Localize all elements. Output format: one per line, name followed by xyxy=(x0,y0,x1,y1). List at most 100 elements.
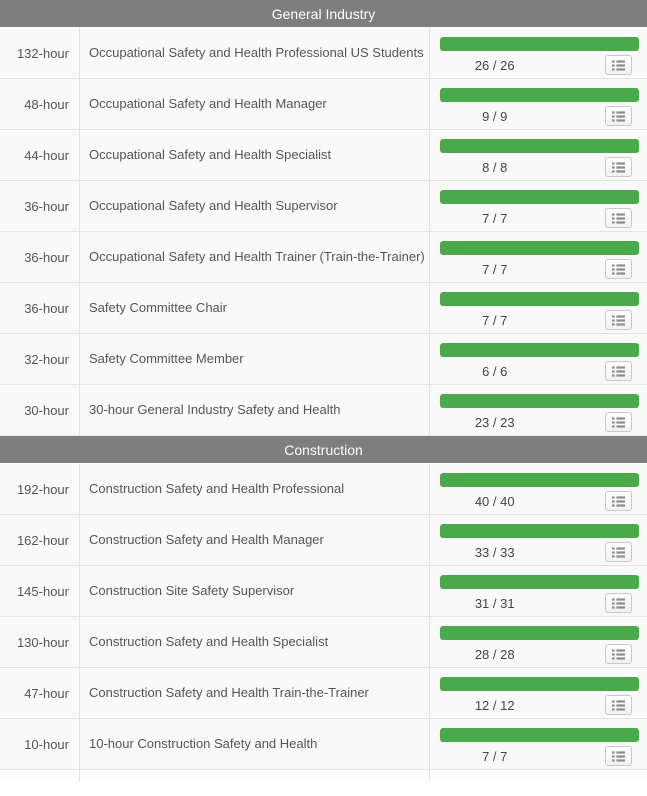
course-row: 36-hour Safety Committee Chair 7 / 7 xyxy=(0,283,647,334)
progress-count: 7 / 7 xyxy=(482,312,508,328)
course-progress-cell: 6 / 6 xyxy=(430,334,647,384)
course-row: 162-hour Construction Safety and Health … xyxy=(0,515,647,566)
progress-bar xyxy=(440,37,639,51)
details-button[interactable] xyxy=(605,412,632,432)
course-progress-cell: 23 / 23 xyxy=(430,385,647,435)
progress-meta: 6 / 6 xyxy=(440,360,639,382)
progress-bar xyxy=(440,677,639,691)
details-button[interactable] xyxy=(605,310,632,330)
course-row: 36-hour Occupational Safety and Health S… xyxy=(0,181,647,232)
progress-meta: 8 / 8 xyxy=(440,156,639,178)
details-button[interactable] xyxy=(605,157,632,177)
list-icon xyxy=(612,495,625,507)
course-progress-cell: 7 / 7 xyxy=(430,181,647,231)
progress-bar-fill xyxy=(440,728,639,742)
course-row: 192-hour Construction Safety and Health … xyxy=(0,464,647,515)
progress-meta: 28 / 28 xyxy=(440,643,639,665)
progress-bar-fill xyxy=(440,394,639,408)
course-duration: 145-hour xyxy=(0,566,80,616)
list-icon xyxy=(612,212,625,224)
list-icon xyxy=(612,365,625,377)
course-title: Occupational Safety and Health Professio… xyxy=(80,28,430,78)
section-rows: 192-hour Construction Safety and Health … xyxy=(0,464,647,770)
list-icon xyxy=(612,416,625,428)
partial-next-row xyxy=(0,770,647,782)
progress-bar-fill xyxy=(440,292,639,306)
partial-duration-cell xyxy=(0,770,80,782)
list-icon xyxy=(612,750,625,762)
details-button[interactable] xyxy=(605,106,632,126)
details-button[interactable] xyxy=(605,361,632,381)
section-header: Construction xyxy=(0,436,647,464)
course-duration: 30-hour xyxy=(0,385,80,435)
progress-count: 40 / 40 xyxy=(474,493,515,509)
course-duration: 44-hour xyxy=(0,130,80,180)
course-progress-cell: 31 / 31 xyxy=(430,566,647,616)
course-title: 30-hour General Industry Safety and Heal… xyxy=(80,385,430,435)
course-row: 47-hour Construction Safety and Health T… xyxy=(0,668,647,719)
progress-count: 23 / 23 xyxy=(474,414,515,430)
progress-bar-fill xyxy=(440,88,639,102)
course-duration: 36-hour xyxy=(0,232,80,282)
details-button[interactable] xyxy=(605,208,632,228)
course-progress-cell: 7 / 7 xyxy=(430,232,647,282)
course-row: 30-hour 30-hour General Industry Safety … xyxy=(0,385,647,436)
course-duration: 47-hour xyxy=(0,668,80,718)
course-duration: 10-hour xyxy=(0,719,80,769)
progress-meta: 40 / 40 xyxy=(440,490,639,512)
progress-meta: 12 / 12 xyxy=(440,694,639,716)
progress-meta: 9 / 9 xyxy=(440,105,639,127)
course-row: 44-hour Occupational Safety and Health S… xyxy=(0,130,647,181)
details-button[interactable] xyxy=(605,593,632,613)
progress-bar-fill xyxy=(440,190,639,204)
progress-count: 7 / 7 xyxy=(482,261,508,277)
course-row: 132-hour Occupational Safety and Health … xyxy=(0,28,647,79)
list-icon xyxy=(612,699,625,711)
list-icon xyxy=(612,161,625,173)
list-icon xyxy=(612,314,625,326)
progress-bar xyxy=(440,575,639,589)
progress-count: 7 / 7 xyxy=(482,210,508,226)
progress-bar-fill xyxy=(440,575,639,589)
course-progress-cell: 28 / 28 xyxy=(430,617,647,667)
progress-count: 8 / 8 xyxy=(482,159,508,175)
progress-bar-fill xyxy=(440,524,639,538)
course-section: Construction 192-hour Construction Safet… xyxy=(0,436,647,770)
course-progress-cell: 12 / 12 xyxy=(430,668,647,718)
course-section: General Industry 132-hour Occupational S… xyxy=(0,0,647,436)
course-title: Construction Safety and Health Manager xyxy=(80,515,430,565)
progress-meta: 7 / 7 xyxy=(440,309,639,331)
progress-bar xyxy=(440,524,639,538)
course-progress-cell: 40 / 40 xyxy=(430,464,647,514)
progress-bar xyxy=(440,139,639,153)
details-button[interactable] xyxy=(605,259,632,279)
course-title: Occupational Safety and Health Trainer (… xyxy=(80,232,430,282)
course-duration: 130-hour xyxy=(0,617,80,667)
course-title: Construction Safety and Health Professio… xyxy=(80,464,430,514)
course-title: Safety Committee Chair xyxy=(80,283,430,333)
course-progress-cell: 33 / 33 xyxy=(430,515,647,565)
details-button[interactable] xyxy=(605,491,632,511)
course-duration: 48-hour xyxy=(0,79,80,129)
course-progress-cell: 8 / 8 xyxy=(430,130,647,180)
course-progress-cell: 26 / 26 xyxy=(430,28,647,78)
progress-count: 31 / 31 xyxy=(474,595,515,611)
details-button[interactable] xyxy=(605,55,632,75)
details-button[interactable] xyxy=(605,542,632,562)
course-duration: 192-hour xyxy=(0,464,80,514)
course-row: 36-hour Occupational Safety and Health T… xyxy=(0,232,647,283)
progress-bar xyxy=(440,626,639,640)
section-rows: 132-hour Occupational Safety and Health … xyxy=(0,28,647,436)
details-button[interactable] xyxy=(605,746,632,766)
course-title: Construction Site Safety Supervisor xyxy=(80,566,430,616)
progress-bar-fill xyxy=(440,241,639,255)
list-icon xyxy=(612,648,625,660)
course-duration: 132-hour xyxy=(0,28,80,78)
progress-meta: 7 / 7 xyxy=(440,207,639,229)
course-row: 48-hour Occupational Safety and Health M… xyxy=(0,79,647,130)
progress-bar xyxy=(440,728,639,742)
progress-bar-fill xyxy=(440,677,639,691)
details-button[interactable] xyxy=(605,695,632,715)
details-button[interactable] xyxy=(605,644,632,664)
progress-count: 12 / 12 xyxy=(474,697,515,713)
